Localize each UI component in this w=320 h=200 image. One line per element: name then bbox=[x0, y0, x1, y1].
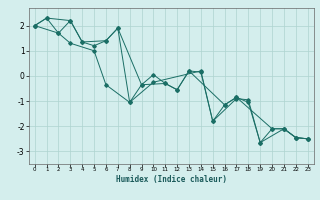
X-axis label: Humidex (Indice chaleur): Humidex (Indice chaleur) bbox=[116, 175, 227, 184]
